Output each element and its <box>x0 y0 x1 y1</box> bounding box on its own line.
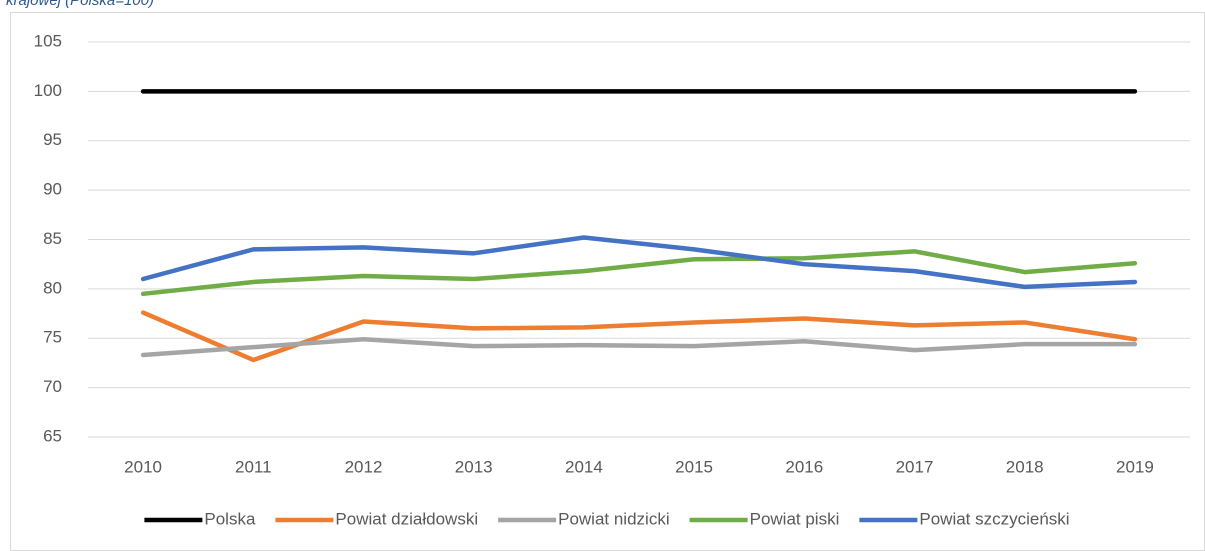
y-tick-label: 100 <box>34 81 62 100</box>
x-tick-label: 2017 <box>896 457 934 476</box>
x-tick-label: 2019 <box>1116 457 1154 476</box>
x-tick-label: 2012 <box>345 457 383 476</box>
y-tick-label: 90 <box>43 180 62 199</box>
line-series <box>140 310 1138 363</box>
x-tick-label: 2014 <box>565 457 603 476</box>
x-tick-label: 2013 <box>455 457 493 476</box>
x-tick-label: 2011 <box>235 457 272 476</box>
y-tick-label: 80 <box>43 278 62 297</box>
y-tick-label: 70 <box>43 377 62 396</box>
x-tick-label: 2010 <box>124 457 162 476</box>
y-tick-label: 65 <box>43 426 62 445</box>
legend-label: Powiat nidzicki <box>558 509 670 528</box>
line-series <box>140 336 1138 358</box>
x-tick-label: 2015 <box>675 457 713 476</box>
y-tick-label: 75 <box>43 328 62 347</box>
legend-label: Powiat działdowski <box>335 509 478 528</box>
x-tick-label: 2016 <box>785 457 823 476</box>
line-series <box>140 235 1138 290</box>
y-tick-label: 95 <box>43 130 62 149</box>
chart-title: krajowej (Polska=100) <box>6 0 154 9</box>
legend-label: Powiat szczycieński <box>919 509 1069 528</box>
line-series <box>140 249 1138 297</box>
legend-label: Powiat piski <box>750 509 840 528</box>
x-tick-label: 2018 <box>1006 457 1044 476</box>
y-tick-label: 85 <box>43 229 62 248</box>
legend-label: Polska <box>204 509 256 528</box>
y-tick-label: 105 <box>34 31 62 50</box>
